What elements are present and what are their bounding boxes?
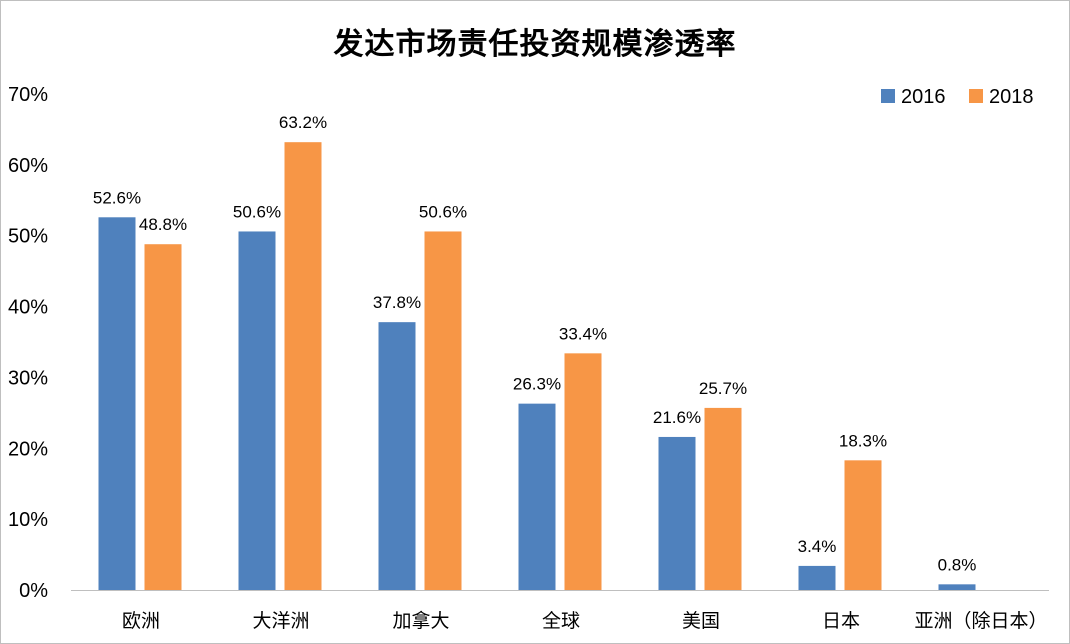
bar-2018: [704, 407, 742, 590]
data-label-2016: 37.8%: [373, 293, 421, 312]
y-tick-label: 40%: [8, 297, 48, 319]
bar-2018: [844, 460, 882, 590]
y-tick-label: 20%: [8, 438, 48, 460]
bar-2016: [98, 217, 136, 590]
bar-2018: [564, 353, 602, 590]
x-category-label: 亚洲（除日本）: [914, 610, 1047, 632]
data-label-2016: 52.6%: [93, 188, 141, 207]
data-label-2016: 3.4%: [798, 537, 837, 556]
y-tick-label: 60%: [8, 155, 48, 177]
data-label-2018: 50.6%: [419, 202, 467, 221]
bar-2016: [938, 584, 976, 590]
bar-2018: [424, 231, 462, 590]
data-label-2016: 50.6%: [233, 202, 281, 221]
y-tick-label: 10%: [8, 509, 48, 531]
bar-2018: [144, 244, 182, 590]
data-label-2016: 26.3%: [513, 375, 561, 394]
y-tick-label: 0%: [19, 580, 48, 602]
y-tick-label: 50%: [8, 226, 48, 248]
bar-2016: [658, 436, 696, 590]
x-category-label: 欧洲: [122, 610, 160, 632]
data-label-2016: 0.8%: [938, 555, 977, 574]
data-label-2018: 18.3%: [839, 431, 887, 450]
x-category-label: 美国: [682, 610, 720, 632]
x-category-label: 加拿大: [392, 609, 449, 632]
chart-title: 发达市场责任投资规模渗透率: [333, 27, 737, 62]
legend-swatch-2016: [881, 89, 895, 103]
x-category-label: 全球: [542, 610, 580, 632]
legend-label-2016: 2016: [901, 86, 946, 108]
x-category-label: 大洋洲: [252, 610, 309, 632]
data-label-2018: 33.4%: [559, 324, 607, 343]
y-tick-label: 70%: [8, 84, 48, 106]
data-label-2018: 63.2%: [279, 113, 327, 132]
bar-2018: [284, 142, 322, 590]
bar-2016: [378, 322, 416, 590]
data-label-2018: 48.8%: [139, 215, 187, 234]
bar-2016: [238, 231, 276, 590]
data-label-2016: 21.6%: [653, 408, 701, 427]
data-label-2018: 25.7%: [699, 379, 747, 398]
bar-2016: [518, 403, 556, 590]
legend-label-2018: 2018: [989, 86, 1034, 108]
x-category-label: 日本: [822, 610, 860, 632]
legend-swatch-2018: [969, 89, 983, 103]
y-tick-label: 30%: [8, 367, 48, 389]
bar-2016: [798, 565, 836, 590]
